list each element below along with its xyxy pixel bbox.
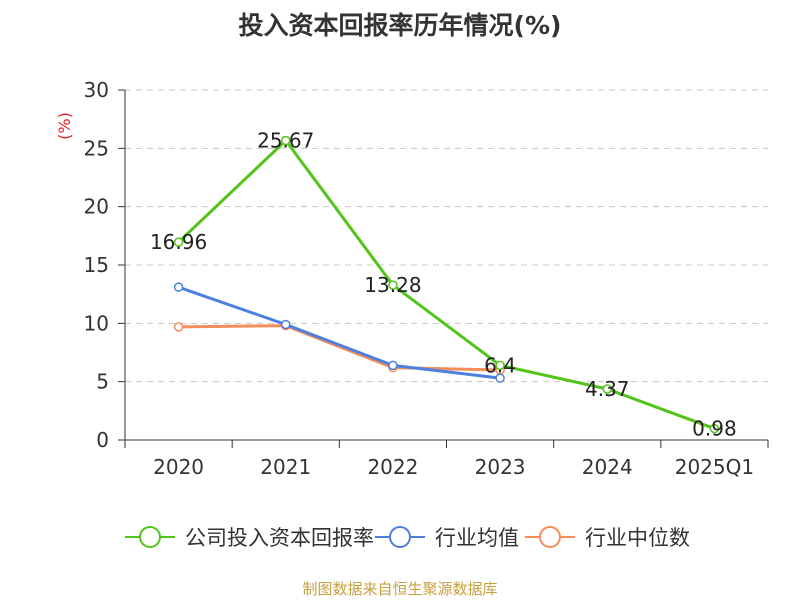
- series-line: [178, 324, 501, 372]
- legend-marker: [139, 526, 161, 548]
- data-label: 0.98: [692, 417, 737, 441]
- chart-title: 投入资本回报率历年情况(%): [238, 11, 562, 40]
- y-tick-label: 5: [96, 370, 109, 394]
- y-tick-label: 25: [84, 136, 109, 160]
- data-point: [281, 135, 291, 146]
- data-label: 25.67: [257, 129, 314, 153]
- series-line: [178, 285, 501, 380]
- data-label: 6.4: [484, 353, 516, 377]
- series-line: [177, 139, 715, 430]
- legend-marker: [539, 526, 561, 548]
- data-label: 4.37: [585, 377, 630, 401]
- data-point: [281, 319, 291, 330]
- data-point: [602, 384, 612, 394]
- data-point: [173, 237, 184, 247]
- x-tick-label: 2024: [582, 455, 633, 479]
- data-point: [173, 282, 184, 292]
- legend-label: 公司投入资本回报率: [185, 526, 374, 550]
- data-label: 16.96: [150, 230, 207, 254]
- legend-label: 行业均值: [435, 526, 519, 550]
- y-tick-label: 15: [84, 253, 109, 277]
- x-tick-label: 2020: [153, 455, 204, 479]
- y-tick-label: 20: [84, 195, 109, 219]
- x-tick-label: 2023: [475, 455, 526, 479]
- legend-marker: [389, 526, 411, 548]
- data-source-note: 制图数据来自恒生聚源数据库: [302, 580, 498, 598]
- grid-lines: [125, 89, 768, 383]
- x-tick-label: 2022: [367, 455, 418, 479]
- data-labels: 16.96 25.67 13.28 6.4 4.37 0.98: [150, 129, 737, 441]
- x-tick-label: 2021: [260, 455, 311, 479]
- y-tick-label: 10: [84, 311, 109, 335]
- legend-label: 行业中位数: [585, 526, 690, 550]
- data-point: [495, 373, 505, 383]
- y-tick-label: 0: [96, 428, 109, 452]
- data-point: [388, 360, 398, 371]
- data-point: [495, 360, 505, 371]
- data-point: [709, 423, 720, 434]
- axes: 0 5 10 15 20 25 30 (%) 2020 2021 2022 2023 2024 2025Q…: [55, 78, 769, 479]
- y-tick-label: 30: [84, 78, 109, 102]
- data-point: [173, 322, 184, 332]
- data-point: [388, 280, 398, 290]
- x-tick-label: 2025Q1: [675, 455, 754, 479]
- data-label: 13.28: [364, 273, 421, 297]
- y-axis-label: (%): [55, 112, 74, 140]
- series-lines: [173, 135, 720, 434]
- legend: 公司投入资本回报率 行业均值 行业中位数: [125, 526, 690, 550]
